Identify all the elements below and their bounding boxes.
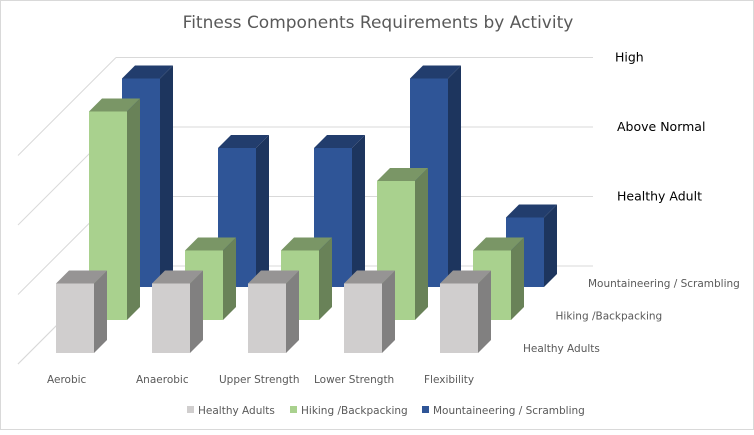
bar-side-face xyxy=(286,270,299,353)
bar-top-face xyxy=(56,270,107,284)
bar-side-face xyxy=(382,270,395,353)
bar xyxy=(314,135,365,287)
series-axis-label: Hiking /Backpacking xyxy=(556,311,663,323)
category-label: Aerobic xyxy=(47,374,87,386)
value-axis-label: High xyxy=(615,50,644,65)
bar-top-face xyxy=(314,135,365,148)
bar-top-face xyxy=(122,65,173,79)
legend-label: Healthy Adults xyxy=(198,405,275,417)
bar-side-face xyxy=(319,237,332,320)
legend-swatch xyxy=(290,406,297,413)
bar-top-face xyxy=(248,270,299,284)
bar-top-face xyxy=(377,168,428,181)
bar-top-face xyxy=(185,237,236,251)
bar-top-face xyxy=(506,204,557,218)
bar-top-face xyxy=(344,270,395,284)
bar-top-face xyxy=(440,270,491,284)
bar-side-face xyxy=(544,204,557,287)
value-axis-label: Above Normal xyxy=(617,119,705,134)
legend-label: Mountaineering / Scrambling xyxy=(433,405,585,417)
bar-front-face xyxy=(56,283,94,353)
category-label: Lower Strength xyxy=(314,374,394,386)
bar-side-face xyxy=(478,270,491,353)
bars xyxy=(56,65,557,353)
legend-label: Hiking /Backpacking xyxy=(301,405,408,417)
bar xyxy=(56,270,107,353)
bar-side-face xyxy=(511,237,524,320)
bar-side-face xyxy=(127,98,140,320)
bar-side-face xyxy=(256,135,269,287)
category-label: Flexibility xyxy=(424,374,474,386)
axis-labels: Mountaineering / Scrambling Hiking /Backp… xyxy=(47,50,740,387)
bar xyxy=(440,270,491,353)
legend-swatch xyxy=(422,406,429,413)
gridline-side xyxy=(17,57,117,156)
legend: Healthy Adults Hiking /Backpacking Mountai… xyxy=(187,405,585,417)
value-axis-label: Healthy Adult xyxy=(617,189,702,204)
bar xyxy=(152,270,203,353)
bar xyxy=(344,270,395,353)
bar-side-face xyxy=(94,270,107,353)
bar-top-face xyxy=(218,135,269,148)
bar-side-face xyxy=(190,270,203,353)
bar-side-face xyxy=(448,65,461,287)
bar-side-face xyxy=(415,168,428,320)
bar-side-face xyxy=(160,65,173,287)
bar-front-face xyxy=(248,283,286,353)
bar-top-face xyxy=(473,237,524,251)
chart-title: Fitness Components Requirements by Activ… xyxy=(183,13,574,33)
series-axis-label: Healthy Adults xyxy=(523,343,600,355)
bar xyxy=(248,270,299,353)
bar-side-face xyxy=(223,237,236,320)
bar-front-face xyxy=(440,283,478,353)
series-axis-label: Mountaineering / Scrambling xyxy=(588,278,740,290)
bar-front-face xyxy=(344,283,382,353)
bar-top-face xyxy=(281,237,332,251)
bar-top-face xyxy=(152,270,203,284)
bar-top-face xyxy=(89,98,140,112)
category-label: Anaerobic xyxy=(136,374,189,386)
legend-swatch xyxy=(187,406,194,413)
bar-top-face xyxy=(410,65,461,79)
category-label: Upper Strength xyxy=(219,374,300,386)
bar-side-face xyxy=(352,135,365,287)
bar-front-face xyxy=(152,283,190,353)
